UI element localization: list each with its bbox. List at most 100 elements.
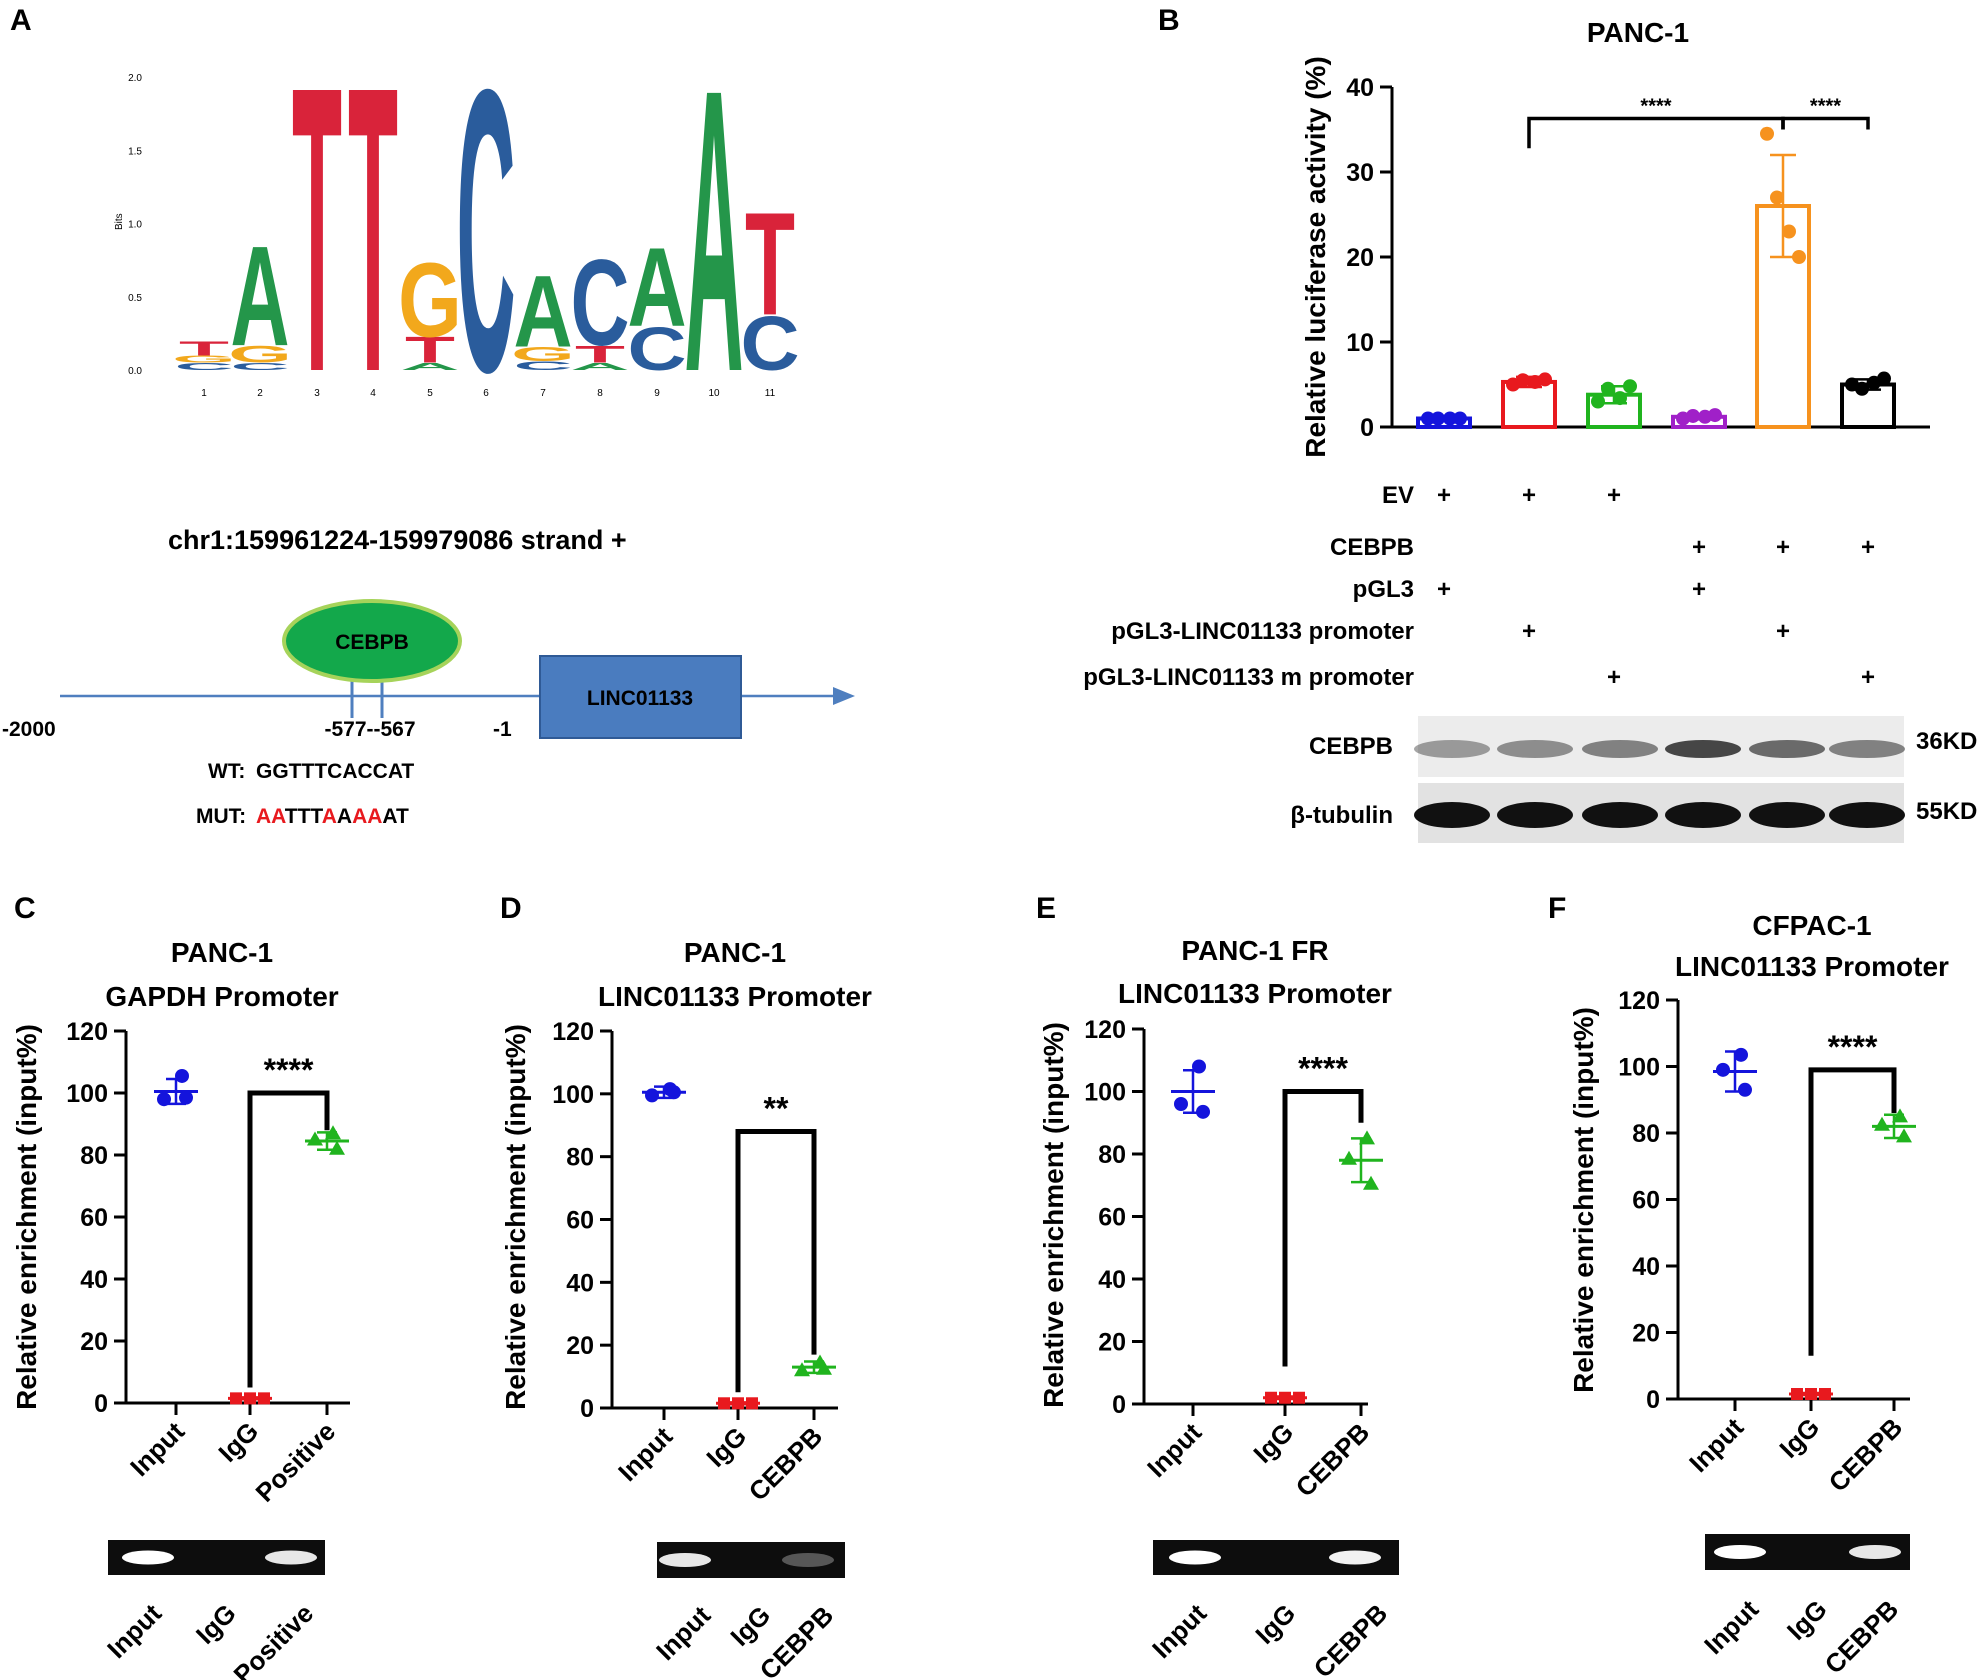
logo-letter-g: G: [511, 343, 575, 366]
blot-band-tubulin: [1665, 802, 1741, 828]
panel-b-title: PANC-1: [1587, 17, 1689, 48]
gel-lane-label: IgG: [724, 1600, 776, 1652]
gel-lane-label: Positive: [228, 1598, 320, 1680]
logo-letter-a: A: [684, 6, 743, 456]
y-tick-label: 80: [1098, 1141, 1126, 1169]
logo-y-tick: 2.0: [128, 73, 142, 84]
data-point: [1792, 250, 1806, 264]
promoter-schematic: chr1:159961224-159979086 strand + CEBPB …: [2, 525, 855, 828]
data-point: [1591, 394, 1605, 409]
data-point: [1421, 411, 1435, 426]
gel-band: [122, 1550, 174, 1565]
logo-letter-t: T: [348, 3, 398, 458]
gel-band: [1329, 1550, 1381, 1565]
logo-letter-a: A: [400, 361, 459, 372]
x-tick-label: Input: [1683, 1412, 1749, 1478]
x-tick-label: IgG: [1773, 1412, 1825, 1464]
y-axis-label: Relative enrichment (input%): [500, 1024, 531, 1410]
data-point: [1341, 1150, 1357, 1165]
y-tick-label: 10: [1346, 329, 1374, 357]
condition-label: EV: [1382, 482, 1414, 509]
gel-lane-label: Input: [101, 1598, 167, 1664]
data-point: [329, 1140, 345, 1155]
logo-letter-t: T: [179, 337, 229, 360]
significance-bracket: [247, 1090, 330, 1388]
logo-letter-c: C: [513, 359, 572, 373]
cebpb-ellipse-label: CEBPB: [335, 631, 409, 654]
gel-lane-label: Input: [650, 1600, 716, 1666]
significance-label: **: [764, 1091, 789, 1127]
condition-label: pGL3-LINC01133 promoter: [1111, 618, 1414, 645]
plot-title: PANC-1: [171, 937, 273, 968]
panel-b-condition-table: EV + + + CEBPB + + + pGL3 + + pGL3-LINC01133 promot…: [1083, 482, 1875, 691]
linc01133-box: [539, 655, 742, 739]
x-tick-label: Input: [1141, 1417, 1207, 1483]
data-point: [1791, 1388, 1803, 1401]
data-point: [1174, 1097, 1188, 1111]
logo-letter-c: C: [456, 6, 515, 456]
logo-y-tick: 1.5: [128, 146, 142, 157]
logo-y-tick: 0.0: [128, 366, 142, 377]
y-tick-label: 40: [1346, 74, 1374, 102]
x-tick-label: Positive: [250, 1416, 342, 1508]
logo-y-axis-label: Bits: [114, 213, 125, 230]
logo-letter-a: A: [513, 254, 572, 369]
condition-mark: +: [1437, 576, 1451, 603]
condition-mark: +: [1861, 664, 1875, 691]
data-point: [1708, 408, 1722, 423]
y-tick-label: 60: [566, 1207, 594, 1235]
y-tick-label: 80: [1632, 1120, 1660, 1148]
y-tick-label: 0: [1360, 414, 1374, 442]
gel-band: [1849, 1545, 1901, 1559]
y-tick-label: 0: [1112, 1391, 1126, 1419]
data-point: [816, 1360, 832, 1375]
gel-lane-label: IgG: [190, 1598, 242, 1650]
significance-bracket: [735, 1129, 817, 1393]
data-point: [1279, 1391, 1291, 1404]
logo-y-ticks: 0.0 0.5 1.0 1.5 2.0: [128, 73, 142, 377]
panel-b-bar-chart: PANC-1 0 10 20 30 40 Relative luciferase activ…: [1300, 17, 1930, 458]
x-tick-label: CEBPB: [1823, 1412, 1909, 1498]
blot-band-cebpb: [1829, 740, 1905, 758]
panel-f-chip-plot: CFPAC-1 LINC01133 Promoter 0 20 40 60 80 100 120…: [1568, 910, 1949, 1680]
wt-prefix: WT:: [208, 760, 245, 783]
data-point: [157, 1092, 171, 1107]
logo-letter-t: T: [405, 330, 455, 370]
logo-x-tick: 3: [314, 388, 320, 399]
logo-x-tick: 9: [654, 388, 660, 399]
plot-title: PANC-1: [684, 937, 786, 968]
y-tick-label: 40: [1098, 1266, 1126, 1294]
x-tick-label: IgG: [1247, 1417, 1299, 1469]
logo-x-tick: 1: [201, 388, 207, 399]
y-tick-label: 80: [566, 1144, 594, 1172]
significance-label: ****: [1810, 95, 1841, 117]
data-point: [1363, 1175, 1379, 1190]
logo-letter-a: A: [570, 361, 629, 372]
condition-mark: +: [1692, 534, 1706, 561]
data-point: [1734, 1047, 1748, 1062]
y-tick-label: 120: [66, 1018, 108, 1046]
y-tick-label: 120: [1618, 987, 1660, 1015]
data-point: [732, 1397, 744, 1410]
data-point: [179, 1090, 193, 1105]
gel-lane-label: CEBPB: [1819, 1594, 1905, 1680]
y-tick-label: 60: [1632, 1187, 1660, 1215]
panel-b-western-blot: CEBPB β-tubulin 36KD 55KD: [1290, 716, 1977, 843]
blot-label-tubulin: β-tubulin: [1290, 802, 1393, 829]
data-point: [307, 1131, 323, 1146]
condition-mark: +: [1522, 482, 1536, 509]
panel-e-chip-plot: PANC-1 FR LINC01133 Promoter 0 20 40 60 80 100 1…: [1038, 935, 1399, 1680]
data-point: [1760, 126, 1774, 141]
condition-mark: +: [1522, 618, 1536, 645]
y-tick-label: 0: [94, 1390, 108, 1418]
x-tick-label: IgG: [700, 1421, 752, 1473]
panel-c-chip-plot: PANC-1 GAPDH Promoter 0 20 40 60 80 100 120 Relat…: [11, 937, 350, 1680]
significance-bracket: [1527, 116, 1785, 149]
blot-band-tubulin: [1497, 802, 1573, 828]
logo-letter-a: A: [627, 224, 686, 350]
gel-band: [1169, 1550, 1221, 1565]
significance-bracket: [1808, 1067, 1897, 1356]
blot-label-cebpb: CEBPB: [1309, 733, 1393, 760]
plot-title: LINC01133 Promoter: [1118, 978, 1392, 1009]
x-tick-label: CEBPB: [1290, 1417, 1376, 1503]
